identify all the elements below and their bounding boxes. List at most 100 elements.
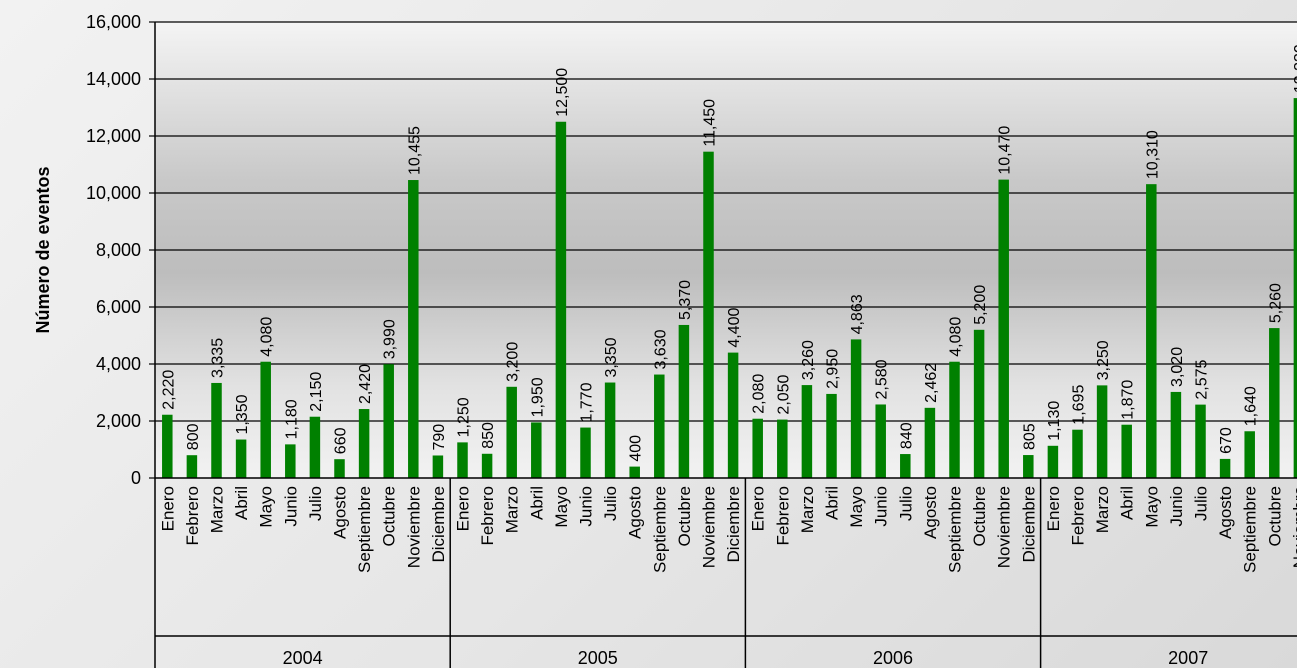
- category-label: Julio: [1192, 486, 1211, 521]
- bar: [727, 352, 739, 478]
- data-label: 1,130: [1046, 401, 1063, 441]
- category-label: Marzo: [1093, 486, 1112, 533]
- data-label: 1,180: [283, 399, 300, 439]
- bar: [1121, 424, 1132, 478]
- bar: [752, 418, 763, 478]
- group-label: 2007: [1168, 648, 1208, 668]
- bar: [949, 361, 960, 478]
- y-tick-label: 12,000: [86, 126, 141, 146]
- group-label: 2005: [578, 648, 618, 668]
- gridlines: [155, 21, 1297, 422]
- category-label: Septiembre: [355, 486, 374, 573]
- category-label: Marzo: [798, 486, 817, 533]
- axes: [149, 21, 1297, 668]
- bar: [826, 393, 837, 478]
- category-label: Junio: [577, 486, 596, 527]
- bar: [678, 324, 690, 478]
- data-label: 10,470: [997, 126, 1014, 175]
- category-label: Mayo: [257, 486, 276, 528]
- bar: [358, 409, 370, 478]
- bar: [875, 404, 886, 478]
- bar: [998, 179, 1009, 479]
- bar: [235, 439, 247, 478]
- category-label: Diciembre: [1019, 486, 1038, 563]
- data-label: 1,870: [1120, 380, 1137, 420]
- bar: [383, 364, 394, 478]
- data-label: 1,640: [1243, 386, 1260, 426]
- category-label: Marzo: [503, 486, 522, 533]
- bar: [186, 455, 198, 478]
- bar: [1219, 458, 1231, 478]
- bar: [408, 180, 419, 478]
- bar: [457, 442, 468, 478]
- data-label: 2,580: [874, 359, 891, 399]
- data-label: 3,020: [1169, 347, 1186, 387]
- category-label: Octubre: [675, 486, 694, 546]
- bar: [1293, 98, 1297, 478]
- category-label: Agosto: [626, 486, 645, 539]
- category-label: Enero: [1044, 486, 1063, 531]
- bar: [334, 459, 345, 478]
- data-label: 5,370: [677, 280, 694, 320]
- data-label: 4,400: [726, 307, 743, 347]
- data-label: 10,310: [1144, 130, 1161, 179]
- category-label: Junio: [872, 486, 891, 527]
- data-label: 4,080: [948, 317, 965, 357]
- data-label: 2,220: [160, 370, 177, 410]
- bar: [1146, 184, 1157, 479]
- data-label: 2,080: [751, 374, 768, 414]
- data-label: 2,462: [923, 363, 940, 403]
- data-label: 2,420: [357, 364, 374, 404]
- y-tick-label: 2,000: [96, 411, 141, 431]
- bar: [924, 407, 936, 478]
- category-label: Mayo: [1142, 486, 1161, 528]
- category-label: Abril: [232, 486, 251, 520]
- category-label: Febrero: [773, 486, 792, 546]
- bar: [1269, 328, 1280, 478]
- bar: [1195, 404, 1206, 478]
- data-label: 1,770: [579, 382, 596, 422]
- data-label: 840: [898, 422, 915, 449]
- bar: [432, 455, 444, 478]
- category-label: Febrero: [183, 486, 202, 546]
- y-tick-label: 16,000: [86, 12, 141, 32]
- bar: [654, 374, 665, 478]
- category-label: Mayo: [847, 486, 866, 528]
- bars: [162, 98, 1297, 479]
- y-tick-label: 14,000: [86, 69, 141, 89]
- category-label: Agosto: [921, 486, 940, 539]
- category-label: Enero: [749, 486, 768, 531]
- bar: [309, 416, 321, 478]
- data-label: 11,450: [702, 99, 719, 147]
- bar: [260, 361, 271, 478]
- category-label: Noviembre: [995, 486, 1014, 568]
- bar: [481, 453, 493, 478]
- data-label: 5,200: [972, 285, 989, 325]
- data-labels: 2,220 800 3,335 1,350 4,080 1,180 2,150 660 2,42…: [160, 44, 1297, 462]
- group-label: 2004: [283, 648, 323, 668]
- data-label: 3,350: [603, 337, 620, 377]
- bar: [555, 121, 567, 478]
- category-label: Noviembre: [700, 486, 719, 568]
- bar: [973, 329, 985, 478]
- group-labels: 2004 2005 2006 2007: [283, 648, 1209, 668]
- data-label: 3,200: [505, 342, 522, 382]
- category-label: Julio: [896, 486, 915, 521]
- data-label: 10,455: [406, 126, 423, 175]
- category-label: Septiembre: [650, 486, 669, 573]
- category-label: Agosto: [331, 486, 350, 539]
- category-label: Octubre: [1265, 486, 1284, 546]
- data-label: 660: [333, 427, 350, 454]
- category-label: Julio: [601, 486, 620, 521]
- category-label: Enero: [158, 486, 177, 531]
- y-tick-label: 10,000: [86, 183, 141, 203]
- category-label: Octubre: [970, 486, 989, 546]
- category-label: Agosto: [1216, 486, 1235, 539]
- data-label: 3,990: [382, 319, 399, 359]
- data-label: 400: [628, 435, 645, 462]
- bar: [1096, 385, 1108, 478]
- y-tick-label: 0: [131, 468, 141, 488]
- category-label: Noviembre: [404, 486, 423, 568]
- y-tick-label: 8,000: [96, 240, 141, 260]
- data-label: 805: [1021, 423, 1038, 450]
